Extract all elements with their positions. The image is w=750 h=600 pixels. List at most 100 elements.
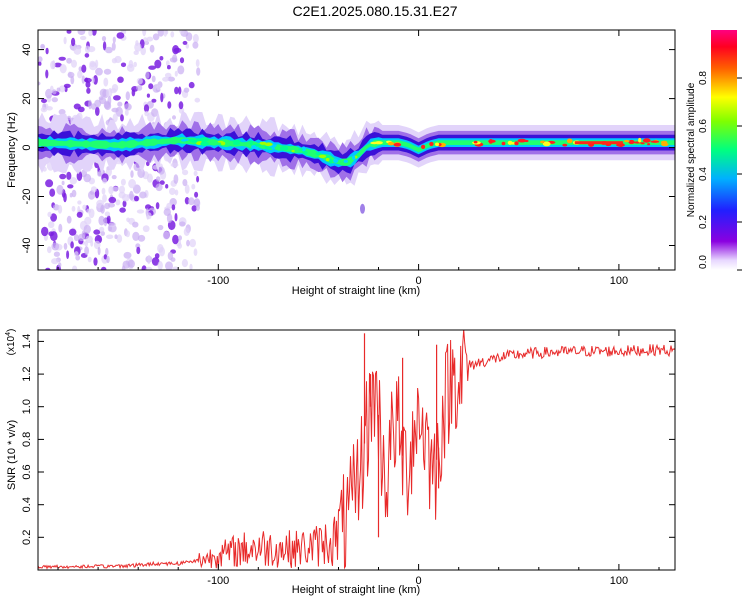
noise-mark	[103, 254, 108, 260]
y-tick-label: 1.0	[21, 399, 33, 414]
ridge-peak	[301, 146, 306, 152]
noise-mark	[40, 43, 45, 49]
noise-mark	[40, 106, 48, 113]
noise-mark	[136, 246, 141, 255]
noise-mark	[83, 224, 91, 234]
ridge-peak	[566, 138, 573, 144]
noise-mark	[76, 211, 83, 218]
snr-background	[38, 330, 675, 570]
noise-mark	[179, 30, 185, 35]
noise-mark	[157, 30, 165, 37]
noise-mark	[107, 95, 112, 106]
noise-mark	[177, 243, 182, 249]
noise-mark	[99, 226, 105, 233]
ridge-peak	[271, 146, 275, 150]
ridge-peak	[302, 150, 308, 155]
noise-mark	[63, 242, 68, 250]
y-tick-label: 0.8	[21, 432, 33, 447]
ridge-peak	[351, 155, 356, 160]
noise-mark	[102, 177, 108, 184]
noise-mark	[189, 238, 196, 248]
noise-mark	[178, 101, 184, 110]
noise-mark	[192, 33, 199, 43]
noise-mark	[41, 226, 49, 237]
noise-mark	[50, 60, 56, 70]
noise-mark	[116, 32, 125, 39]
noise-mark	[58, 56, 66, 61]
noise-mark	[137, 168, 145, 179]
noise-mark	[143, 104, 150, 113]
noise-mark	[183, 87, 190, 93]
noise-mark	[45, 47, 49, 55]
noise-mark	[90, 103, 97, 110]
noise-mark	[78, 66, 83, 72]
noise-mark	[108, 222, 117, 228]
y-tick-label: 1.4	[21, 334, 33, 349]
noise-mark	[185, 32, 193, 42]
noise-mark	[84, 246, 89, 256]
noise-mark	[177, 65, 185, 75]
noise-mark	[152, 33, 160, 41]
x-tick-label: 100	[610, 575, 628, 587]
noise-mark	[173, 174, 179, 185]
noise-mark	[179, 57, 185, 64]
noise-mark	[110, 88, 117, 94]
noise-mark	[77, 106, 85, 113]
ridge-peak	[507, 140, 513, 145]
noise-mark	[172, 45, 180, 55]
noise-mark	[66, 215, 72, 224]
noise-mark	[89, 60, 96, 68]
noise-mark	[132, 231, 140, 241]
noise-mark	[159, 180, 165, 185]
ridge-peak	[343, 159, 348, 163]
noise-mark	[93, 75, 98, 85]
noise-mark	[106, 255, 110, 264]
noise-mark	[185, 43, 189, 49]
ridge-peak	[315, 152, 321, 156]
ridge-peak	[429, 141, 434, 147]
noise-mark	[193, 248, 198, 256]
noise-mark	[151, 98, 157, 103]
noise-mark	[69, 177, 78, 185]
noise-mark	[117, 101, 123, 107]
noise-mark	[114, 234, 118, 239]
noise-mark	[38, 81, 41, 86]
snr-multiplier: (x104)	[5, 329, 17, 356]
noise-mark	[144, 110, 149, 117]
noise-mark	[53, 251, 61, 257]
noise-mark	[63, 192, 67, 203]
noise-mark	[66, 171, 72, 180]
noise-mark	[106, 215, 111, 225]
noise-mark	[170, 162, 179, 168]
noise-mark	[159, 246, 165, 257]
noise-mark	[178, 86, 182, 95]
noise-mark	[157, 224, 164, 231]
noise-mark	[98, 96, 104, 101]
colorbar-label: Normalized spectral amplitude	[686, 82, 697, 217]
noise-mark	[73, 234, 79, 242]
y-tick-label: 0.6	[21, 464, 33, 479]
noise-mark	[101, 187, 106, 195]
noise-mark	[56, 87, 61, 92]
noise-mark	[47, 246, 52, 254]
noise-mark	[53, 62, 62, 68]
ridge-peak	[201, 137, 209, 142]
noise-mark	[57, 204, 63, 214]
noise-mark	[84, 45, 91, 54]
noise-mark	[86, 87, 91, 94]
noise-mark	[45, 179, 54, 188]
noise-mark	[182, 40, 188, 45]
y-tick-label: -40	[21, 238, 33, 254]
noise-mark	[63, 83, 71, 88]
noise-mark	[95, 59, 99, 69]
noise-mark	[124, 109, 129, 116]
noise-mark	[192, 41, 199, 49]
noise-mark	[119, 185, 125, 194]
noise-mark	[50, 213, 57, 222]
noise-mark	[38, 56, 43, 63]
ridge-peak	[628, 139, 635, 145]
noise-mark	[141, 265, 147, 270]
noise-mark	[59, 173, 67, 180]
noise-mark	[71, 205, 76, 212]
ridge-peak	[298, 148, 303, 151]
